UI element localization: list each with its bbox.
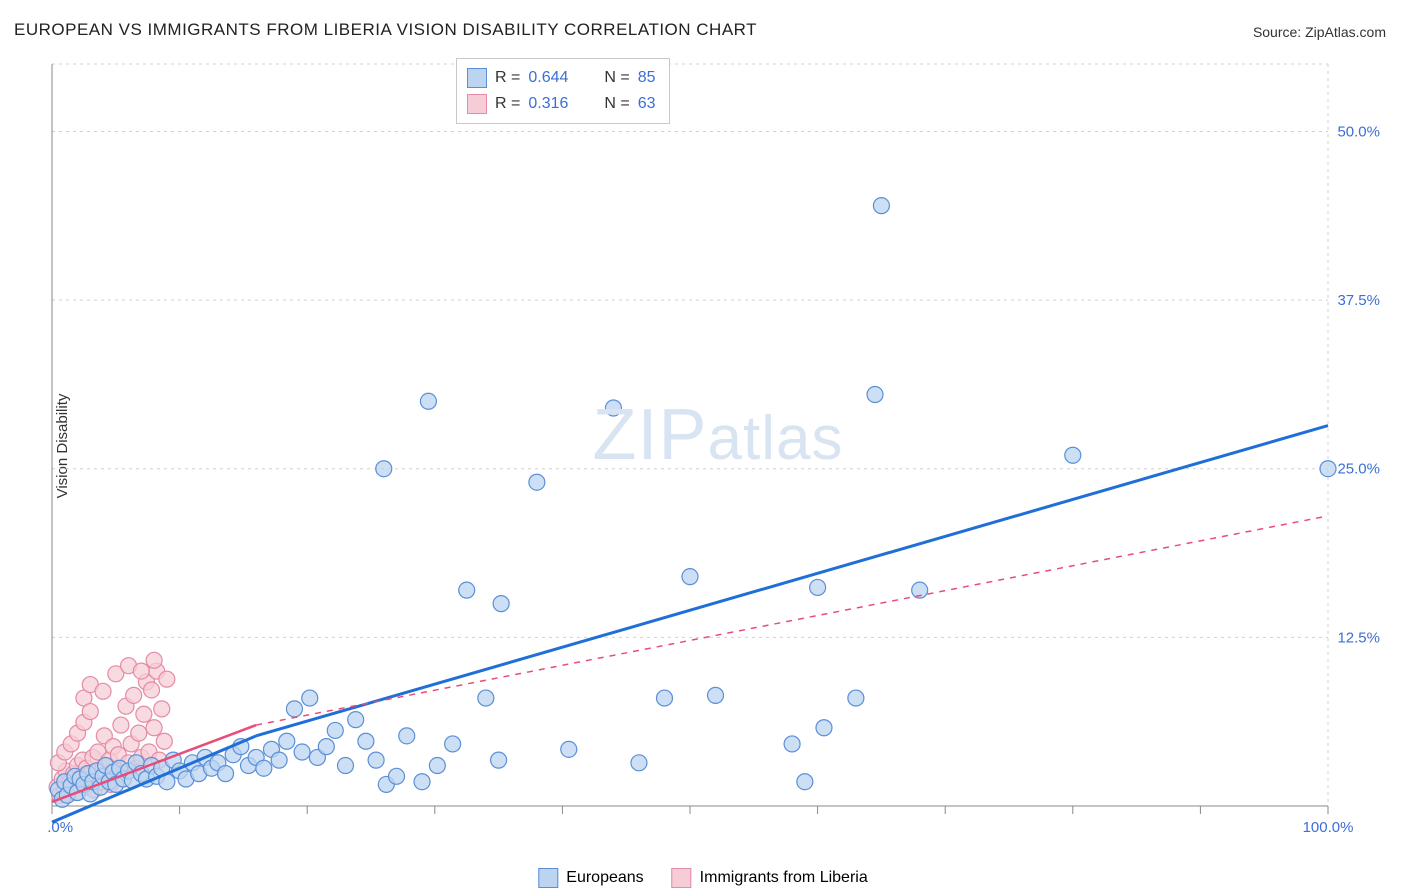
stats-legend-row: R = 0.644 N = 85 [467, 65, 655, 91]
chart-title: EUROPEAN VS IMMIGRANTS FROM LIBERIA VISI… [14, 20, 757, 40]
source-prefix: Source: [1253, 24, 1305, 40]
legend-n-value: 63 [638, 95, 656, 113]
svg-text:50.0%: 50.0% [1337, 123, 1380, 140]
legend-r-value: 0.644 [528, 69, 584, 87]
legend-label-liberia: Immigrants from Liberia [700, 869, 868, 887]
bottom-legend: Europeans Immigrants from Liberia [538, 868, 867, 888]
legend-item-liberia: Immigrants from Liberia [672, 868, 868, 888]
legend-n-label: N = [604, 69, 629, 87]
svg-text:37.5%: 37.5% [1337, 292, 1380, 309]
svg-text:25.0%: 25.0% [1337, 461, 1380, 478]
chart-plot-area: 12.5%25.0%37.5%50.0%0.0%100.0% ZIPatlas … [48, 56, 1388, 846]
legend-swatch-liberia [672, 868, 692, 888]
legend-swatch [467, 68, 487, 88]
legend-swatch [467, 94, 487, 114]
legend-item-europeans: Europeans [538, 868, 643, 888]
legend-swatch-europeans [538, 868, 558, 888]
source-name: ZipAtlas.com [1305, 24, 1386, 40]
chart-svg: 12.5%25.0%37.5%50.0%0.0%100.0% [48, 56, 1388, 846]
stats-legend: R = 0.644 N = 85R = 0.316 N = 63 [456, 58, 670, 124]
legend-n-value: 85 [638, 69, 656, 87]
legend-r-label: R = [495, 95, 520, 113]
legend-r-value: 0.316 [528, 95, 584, 113]
source-attribution: Source: ZipAtlas.com [1253, 24, 1386, 40]
legend-n-label: N = [604, 95, 629, 113]
legend-label-europeans: Europeans [566, 869, 643, 887]
stats-legend-row: R = 0.316 N = 63 [467, 91, 655, 117]
legend-r-label: R = [495, 69, 520, 87]
svg-text:100.0%: 100.0% [1303, 819, 1354, 836]
svg-text:12.5%: 12.5% [1337, 629, 1380, 646]
